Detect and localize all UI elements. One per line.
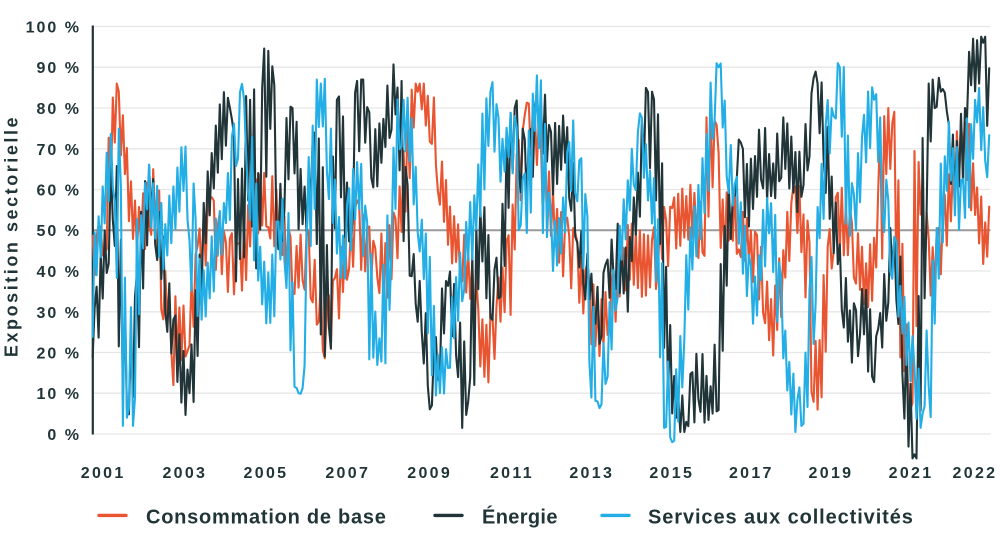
svg-text:2011: 2011 — [490, 465, 534, 482]
svg-text:90 %: 90 % — [37, 60, 81, 77]
svg-text:20 %: 20 % — [37, 346, 81, 363]
svg-text:2005: 2005 — [244, 465, 289, 482]
svg-text:2015: 2015 — [649, 465, 694, 482]
svg-text:Consommation de base: Consommation de base — [146, 507, 387, 529]
svg-text:2022: 2022 — [953, 465, 998, 482]
svg-text:2013: 2013 — [569, 465, 614, 482]
svg-text:2003: 2003 — [162, 465, 207, 482]
svg-text:Exposition sectorielle: Exposition sectorielle — [2, 115, 22, 357]
svg-text:10 %: 10 % — [37, 386, 81, 403]
svg-text:50 %: 50 % — [37, 223, 81, 240]
svg-text:Services aux collectivités: Services aux collectivités — [648, 507, 914, 529]
svg-text:2021: 2021 — [889, 465, 934, 482]
svg-text:2007: 2007 — [325, 465, 370, 482]
svg-text:0 %: 0 % — [47, 427, 81, 444]
svg-text:2001: 2001 — [81, 465, 126, 482]
svg-text:100 %: 100 % — [26, 20, 81, 37]
svg-text:60 %: 60 % — [37, 183, 81, 200]
svg-text:30 %: 30 % — [37, 305, 81, 322]
svg-text:Énergie: Énergie — [482, 506, 558, 529]
svg-text:80 %: 80 % — [37, 101, 81, 118]
svg-text:40 %: 40 % — [37, 264, 81, 281]
svg-text:2009: 2009 — [407, 465, 452, 482]
svg-text:70 %: 70 % — [37, 142, 81, 159]
svg-text:2019: 2019 — [809, 465, 854, 482]
svg-text:2017: 2017 — [729, 465, 774, 482]
